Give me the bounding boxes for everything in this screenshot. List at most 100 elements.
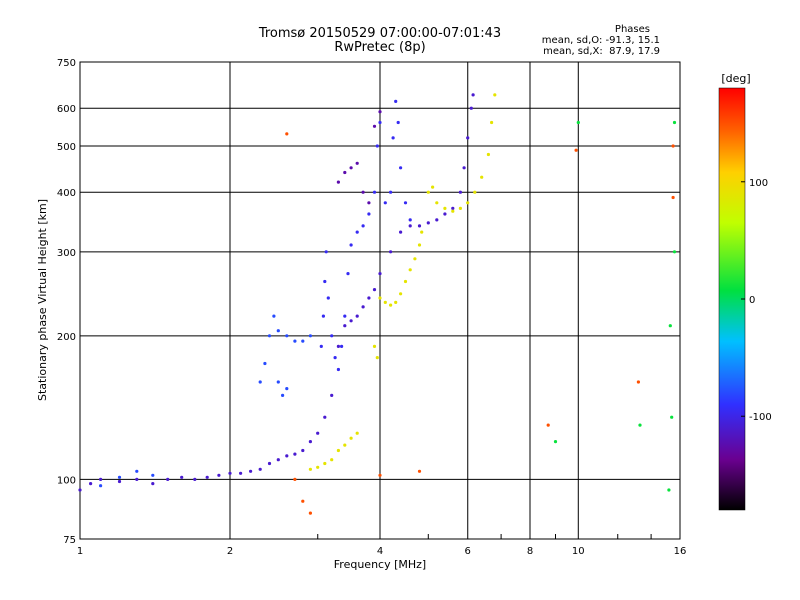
data-point bbox=[308, 334, 312, 338]
data-point bbox=[340, 344, 344, 348]
data-point bbox=[394, 300, 398, 304]
data-point bbox=[375, 356, 379, 360]
data-point bbox=[308, 440, 312, 444]
data-point bbox=[372, 190, 377, 194]
data-point bbox=[323, 461, 327, 466]
data-point bbox=[668, 324, 672, 328]
x-tick-label: 2 bbox=[227, 546, 233, 557]
data-point bbox=[293, 339, 297, 343]
data-point bbox=[375, 144, 379, 148]
data-point bbox=[458, 206, 462, 210]
data-point bbox=[330, 393, 334, 397]
data-point bbox=[417, 243, 422, 247]
data-point bbox=[336, 344, 340, 348]
x-tick-label: 4 bbox=[377, 546, 383, 557]
y-tick-label: 600 bbox=[57, 104, 76, 115]
data-point bbox=[367, 212, 371, 216]
data-point bbox=[466, 201, 470, 205]
data-point bbox=[469, 106, 473, 110]
data-point bbox=[383, 300, 387, 304]
data-point bbox=[276, 458, 280, 462]
data-point bbox=[451, 209, 455, 213]
data-point bbox=[636, 380, 641, 384]
data-point bbox=[205, 475, 209, 479]
data-point bbox=[99, 477, 103, 481]
data-point bbox=[324, 250, 328, 254]
data-point bbox=[396, 120, 400, 125]
y-tick-label: 500 bbox=[57, 142, 76, 153]
data-point bbox=[672, 250, 677, 254]
data-point bbox=[670, 415, 674, 419]
data-point bbox=[361, 190, 365, 194]
data-point bbox=[267, 461, 272, 466]
data-point bbox=[78, 488, 82, 492]
data-point bbox=[372, 124, 377, 128]
data-point bbox=[301, 339, 305, 343]
data-point bbox=[408, 224, 412, 228]
data-point bbox=[417, 224, 422, 228]
data-point bbox=[349, 166, 353, 170]
data-point bbox=[378, 120, 382, 125]
data-point bbox=[490, 120, 494, 125]
data-point bbox=[420, 230, 424, 234]
data-point bbox=[383, 201, 387, 205]
data-point bbox=[443, 206, 447, 210]
data-point bbox=[417, 469, 422, 473]
data-point bbox=[389, 303, 393, 307]
data-point bbox=[346, 272, 350, 276]
data-point bbox=[553, 440, 558, 444]
data-point bbox=[281, 393, 285, 397]
data-point bbox=[323, 415, 327, 419]
phases-label: Phases bbox=[614, 24, 650, 35]
data-point bbox=[399, 166, 403, 170]
data-point bbox=[671, 195, 675, 200]
phases-o-stats: mean, sd,O: -91.3, 15.1 bbox=[541, 35, 660, 46]
data-point bbox=[166, 477, 170, 481]
colorbar-ticks: 100 0 -100 bbox=[741, 178, 772, 423]
data-point bbox=[378, 296, 382, 300]
data-point bbox=[343, 324, 347, 328]
data-point bbox=[473, 190, 477, 194]
y-axis-ticks: 75 100 200 300 400 500 600 750 bbox=[57, 58, 76, 546]
chart-subtitle: RwPretec (8p) bbox=[334, 40, 426, 55]
data-point bbox=[180, 475, 184, 479]
data-point bbox=[330, 458, 334, 462]
grid-lines bbox=[79, 61, 681, 540]
data-point bbox=[486, 152, 490, 157]
data-point bbox=[293, 477, 297, 481]
data-point bbox=[321, 314, 325, 318]
colorbar-tick-label: 0 bbox=[749, 295, 755, 306]
y-tick-label: 75 bbox=[63, 535, 76, 546]
data-point bbox=[151, 482, 155, 486]
data-point bbox=[480, 175, 484, 179]
y-tick-label: 750 bbox=[57, 58, 76, 69]
data-point bbox=[403, 279, 408, 284]
data-point bbox=[435, 201, 439, 205]
data-point bbox=[403, 201, 408, 205]
data-point bbox=[349, 243, 353, 247]
data-point bbox=[316, 465, 320, 469]
data-point bbox=[458, 190, 462, 194]
y-tick-label: 300 bbox=[57, 248, 76, 259]
data-point bbox=[493, 93, 497, 97]
data-point bbox=[426, 190, 430, 194]
data-point bbox=[378, 272, 382, 276]
data-point bbox=[546, 423, 550, 427]
data-point bbox=[372, 288, 377, 292]
data-point bbox=[355, 230, 359, 234]
data-point bbox=[408, 218, 412, 222]
data-point bbox=[394, 99, 398, 103]
data-point bbox=[389, 250, 393, 254]
data-point bbox=[399, 230, 403, 234]
data-point bbox=[258, 467, 262, 471]
data-point bbox=[267, 334, 272, 338]
data-point bbox=[285, 132, 289, 136]
y-tick-label: 400 bbox=[57, 188, 76, 199]
data-point bbox=[301, 499, 305, 503]
data-point bbox=[99, 484, 103, 488]
data-point bbox=[319, 344, 323, 348]
data-point bbox=[135, 469, 139, 473]
data-point bbox=[576, 120, 580, 125]
data-point bbox=[89, 482, 93, 486]
data-point bbox=[263, 361, 267, 366]
